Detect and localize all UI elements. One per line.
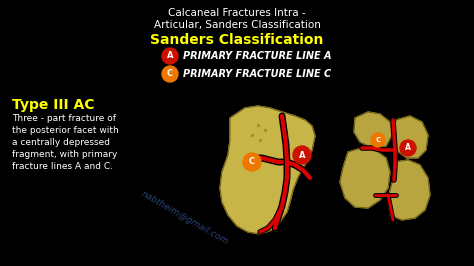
Text: the posterior facet with: the posterior facet with [12, 126, 119, 135]
Circle shape [293, 146, 311, 164]
Text: nabtheim@gmail.com: nabtheim@gmail.com [140, 189, 230, 247]
Polygon shape [340, 148, 390, 208]
Text: Type III AC: Type III AC [12, 98, 94, 112]
Text: A: A [299, 151, 305, 160]
Text: A: A [167, 52, 173, 60]
Text: fracture lines A and C.: fracture lines A and C. [12, 162, 113, 171]
Polygon shape [393, 116, 428, 158]
Text: C: C [167, 69, 173, 78]
Text: C: C [249, 157, 255, 167]
Polygon shape [220, 106, 315, 234]
Circle shape [400, 140, 416, 156]
Polygon shape [388, 160, 430, 220]
Text: fragment, with primary: fragment, with primary [12, 150, 118, 159]
Text: PRIMARY FRACTURE LINE A: PRIMARY FRACTURE LINE A [183, 51, 331, 61]
Polygon shape [354, 112, 392, 148]
Text: Three - part fracture of: Three - part fracture of [12, 114, 116, 123]
Text: a centrally depressed: a centrally depressed [12, 138, 110, 147]
Text: C: C [375, 137, 381, 143]
Text: Articular, Sanders Classification: Articular, Sanders Classification [154, 20, 320, 30]
Circle shape [162, 48, 178, 64]
Circle shape [371, 133, 385, 147]
Circle shape [243, 153, 261, 171]
Text: Calcaneal Fractures Intra -: Calcaneal Fractures Intra - [168, 8, 306, 18]
Circle shape [162, 66, 178, 82]
Text: PRIMARY FRACTURE LINE C: PRIMARY FRACTURE LINE C [183, 69, 331, 79]
Text: A: A [405, 143, 411, 152]
Text: Sanders Classification: Sanders Classification [150, 33, 324, 47]
